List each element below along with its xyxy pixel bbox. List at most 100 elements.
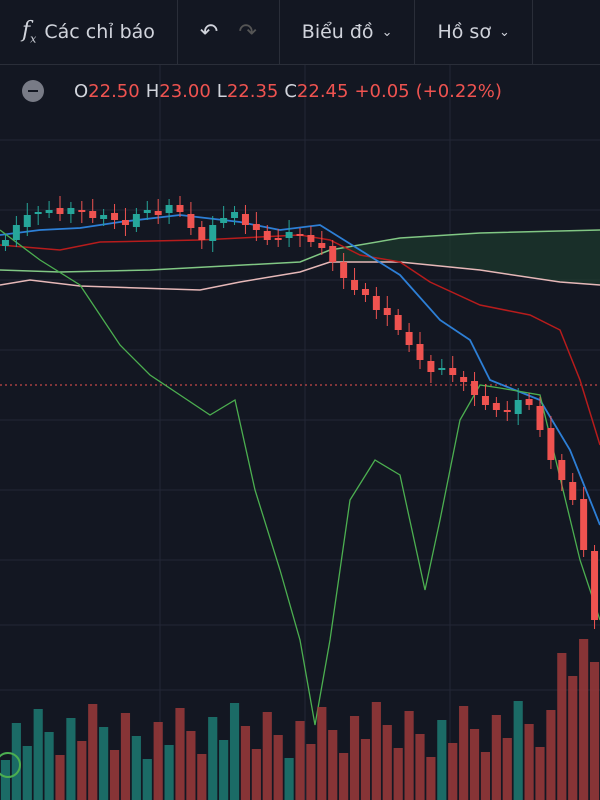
volume-bar <box>349 716 360 800</box>
candle-body <box>383 308 391 315</box>
l-label: L <box>216 80 227 102</box>
c-label: C <box>284 80 297 102</box>
separator <box>414 0 416 64</box>
volume-bar <box>306 744 316 800</box>
candle-body <box>307 235 315 242</box>
volume-bar <box>557 653 567 800</box>
volume-bar <box>295 721 305 800</box>
candle-body <box>89 211 97 218</box>
candle-body <box>547 428 555 460</box>
open-value: 22.50 <box>88 80 140 102</box>
candle-body <box>372 296 380 310</box>
volume-bar <box>88 704 98 800</box>
candle-body <box>67 208 75 214</box>
candle-body <box>471 381 479 395</box>
candles <box>1 196 599 629</box>
cloud <box>330 230 600 285</box>
volume-bar <box>589 662 600 800</box>
candle-body <box>514 400 522 414</box>
volume <box>0 639 600 800</box>
candle-body <box>231 212 239 218</box>
grid <box>0 65 600 800</box>
candle-body <box>361 289 369 295</box>
candle-body <box>252 224 260 230</box>
base-line <box>0 234 600 446</box>
candle-body <box>351 280 359 290</box>
volume-bar <box>568 676 578 800</box>
candle-body <box>525 399 533 405</box>
volume-bar <box>164 745 174 800</box>
low-value: 22.35 <box>226 80 279 102</box>
high-value: 23.00 <box>159 80 211 102</box>
volume-bar <box>426 757 436 800</box>
volume-bar <box>546 710 556 800</box>
separator <box>278 0 280 64</box>
candle-body <box>34 212 42 214</box>
volume-bar <box>175 708 185 800</box>
candle-body <box>263 231 271 240</box>
ohlc-legend: O 22.50 H 23.00 L 22.35 C 22.45 +0.05 (+0.22… <box>22 80 502 102</box>
volume-bar <box>535 747 545 800</box>
volume-bar <box>77 741 87 800</box>
redo[interactable]: ↷ <box>238 19 257 45</box>
candle-body <box>12 225 20 240</box>
candle-body <box>416 344 424 360</box>
fx-icon: fx <box>22 18 37 46</box>
volume-bar <box>382 725 392 800</box>
candle-body <box>165 205 173 213</box>
volume-bar <box>284 758 294 800</box>
profile-label: Hồ sơ <box>437 21 491 43</box>
candle-body <box>492 403 500 410</box>
volume-bar <box>524 724 534 800</box>
o-label: O <box>74 80 89 102</box>
profile-button[interactable]: Hồ sơ ⌄ <box>437 21 510 43</box>
volume-bar <box>502 738 512 800</box>
candle-body <box>503 410 511 412</box>
candle-body <box>569 482 577 500</box>
change-percent: (+0.22%) <box>415 80 502 102</box>
volume-bar <box>22 746 32 800</box>
volume-bar <box>219 740 229 800</box>
candle-body <box>45 210 53 213</box>
volume-bar <box>371 702 381 800</box>
volume-bar <box>273 735 283 800</box>
candle-body <box>285 232 293 238</box>
candle-body <box>405 332 413 345</box>
candle-body <box>187 214 195 228</box>
volume-bar <box>317 707 327 800</box>
volume-bar <box>448 743 458 800</box>
volume-bar <box>109 750 120 800</box>
candle-body <box>176 205 184 212</box>
candle-body <box>241 214 249 225</box>
volume-bar <box>99 727 109 800</box>
lagging-span <box>0 229 600 726</box>
candle-body <box>23 215 31 227</box>
volume-bar <box>328 730 338 800</box>
close-value: 22.45 <box>296 80 349 102</box>
volume-bar <box>251 749 261 800</box>
volume-bar <box>437 720 447 800</box>
candle-body <box>394 315 402 330</box>
candle-body <box>449 368 457 375</box>
span-a <box>0 229 600 273</box>
collapse-button[interactable] <box>22 80 44 102</box>
volume-bar <box>186 731 196 800</box>
volume-bar <box>197 754 207 800</box>
candle-body <box>220 218 228 223</box>
volume-bar <box>513 701 523 800</box>
indicators-button[interactable]: fx Các chỉ báo <box>0 18 177 45</box>
separator <box>531 0 533 64</box>
toolbar: fx Các chỉ báo ↶ ↷ Biểu đồ ⌄ Hồ sơ ⌄ <box>0 0 600 65</box>
undo[interactable]: ↶ <box>199 19 219 45</box>
candle-body <box>318 243 326 248</box>
volume-bar <box>579 639 589 800</box>
candle-body <box>329 246 337 262</box>
chart-button[interactable]: Biểu đồ ⌄ <box>301 21 393 43</box>
candle-body <box>154 211 162 215</box>
volume-bar <box>459 706 469 800</box>
candle-body <box>296 234 304 236</box>
candle-body <box>198 227 206 240</box>
volume-bar <box>240 726 251 800</box>
